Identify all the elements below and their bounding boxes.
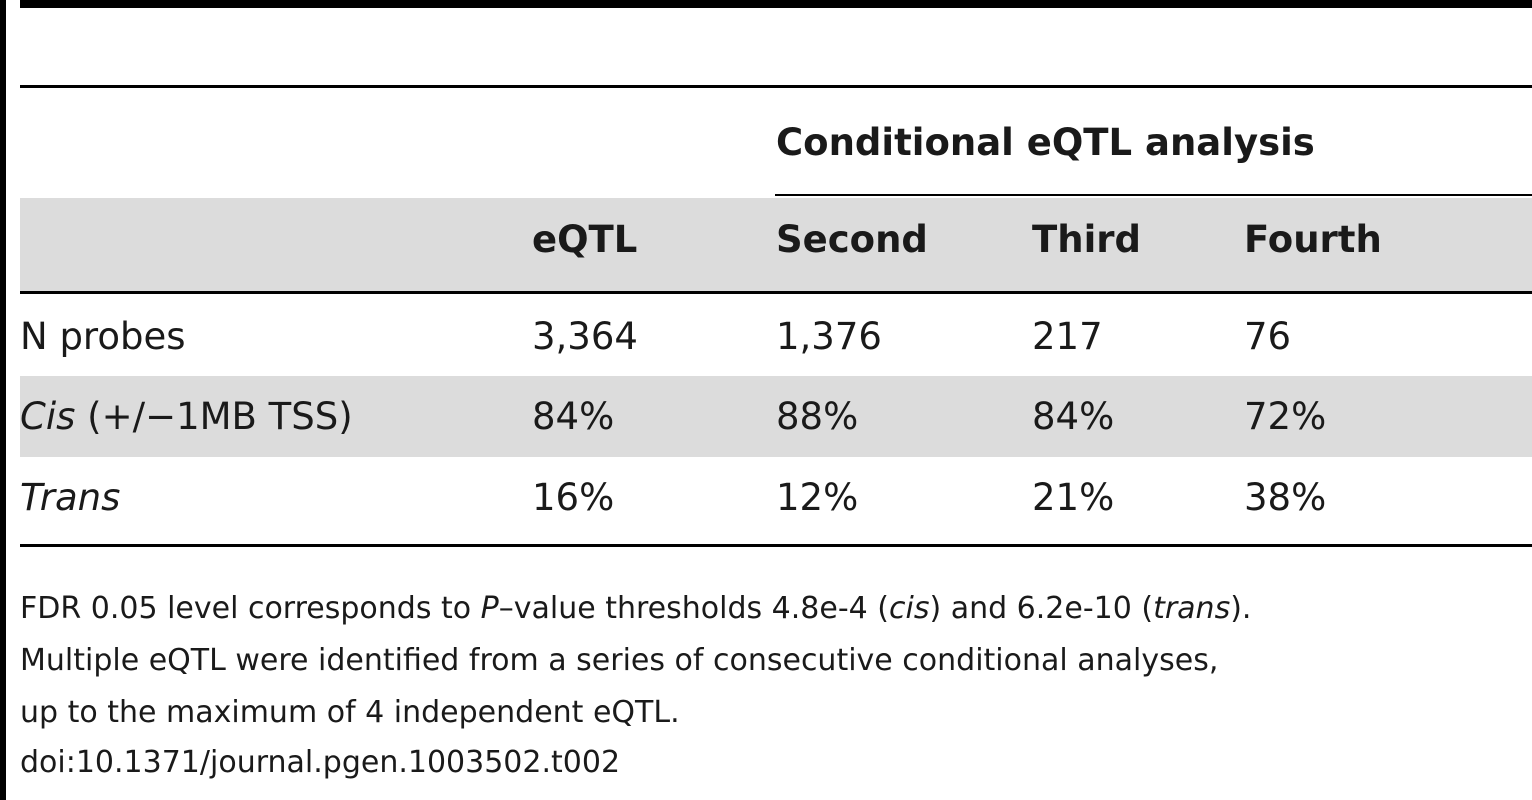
footnote-trans-italic: trans	[1153, 591, 1231, 626]
cell-value: 72%	[1244, 395, 1327, 438]
group-header-underline	[775, 194, 1532, 196]
row-label-cis-italic: Cis	[20, 395, 76, 438]
cell-value: 217	[1032, 315, 1103, 358]
column-header-band	[20, 198, 1532, 291]
left-border	[0, 0, 6, 800]
row-label-cis-rest: (+/−1MB TSS)	[75, 395, 353, 438]
header-top-rule	[20, 85, 1532, 88]
doi-link[interactable]: doi:10.1371/journal.pgen.1003502.t002	[20, 745, 621, 780]
cell-value: 12%	[776, 476, 859, 519]
table-top-rule	[20, 0, 1532, 8]
footnote-p-italic: P	[480, 591, 499, 626]
cell-value: 1,376	[776, 315, 882, 358]
row-label-trans: Trans	[20, 476, 121, 519]
cell-value: 84%	[532, 395, 615, 438]
row-label-n-probes: N probes	[20, 315, 186, 358]
column-header-eqtl: eQTL	[532, 218, 638, 261]
cell-value: 38%	[1244, 476, 1327, 519]
column-header-second: Second	[776, 218, 928, 261]
footnote-text: ) and 6.2e-10 (	[929, 591, 1154, 626]
footnote-cis-italic: cis	[888, 591, 930, 626]
cell-value: 3,364	[532, 315, 638, 358]
footnote-multiple-eqtl: Multiple eQTL were identified from a ser…	[20, 643, 1219, 678]
cell-value: 21%	[1032, 476, 1115, 519]
column-header-third: Third	[1032, 218, 1141, 261]
footnote-text: ).	[1230, 591, 1252, 626]
footnote-text: –value thresholds 4.8e-4 (	[498, 591, 889, 626]
row-label-cis: Cis (+/−1MB TSS)	[20, 398, 353, 435]
header-bottom-rule	[20, 291, 1532, 294]
cell-value: 16%	[532, 476, 615, 519]
cell-value: 76	[1244, 315, 1292, 358]
footnote-text: FDR 0.05 level corresponds to	[20, 591, 481, 626]
footnote-fdr: FDR 0.05 level corresponds to P–value th…	[20, 594, 1251, 624]
footnote-maximum: up to the maximum of 4 independent eQTL.	[20, 695, 680, 730]
cell-value: 84%	[1032, 395, 1115, 438]
table-bottom-rule	[20, 544, 1532, 547]
cell-value: 88%	[776, 395, 859, 438]
row-band-shaded	[20, 376, 1532, 457]
group-header-conditional: Conditional eQTL analysis	[776, 121, 1315, 164]
column-header-fourth: Fourth	[1244, 218, 1382, 261]
